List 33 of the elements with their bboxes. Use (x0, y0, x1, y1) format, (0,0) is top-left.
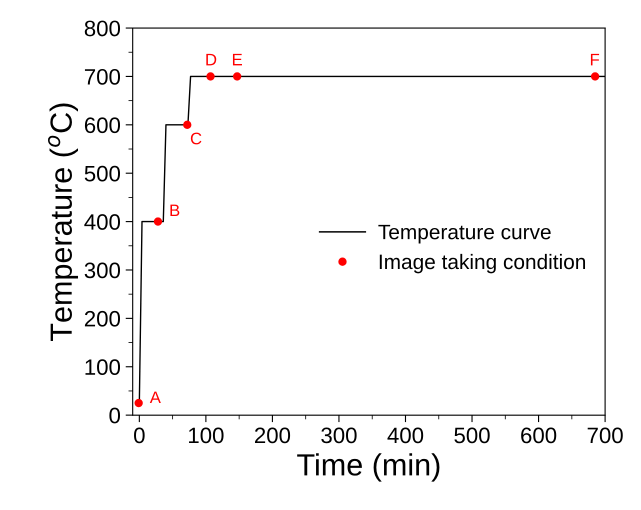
y-tick-label: 700 (84, 68, 120, 85)
x-tick-label: 100 (189, 428, 224, 444)
y-tick-label: 0 (109, 408, 120, 424)
y-tick-label: 800 (84, 20, 120, 36)
annotation: D (206, 54, 216, 66)
legend-label: Image taking condition (380, 254, 586, 274)
annotation: C (190, 132, 202, 144)
y-tick-label: 200 (84, 310, 120, 327)
x-tick-label: 200 (255, 428, 290, 444)
x-tick-label: 500 (454, 428, 490, 444)
x-tick-label: 0 (134, 428, 145, 444)
y-tick-label: 600 (84, 117, 120, 134)
annotation: F (590, 54, 600, 66)
point (206, 72, 215, 81)
annotation: E (232, 54, 242, 66)
x-axis-title: Time (min) (297, 453, 440, 482)
x-tick-label: 300 (321, 428, 357, 444)
y-tick-label: 100 (86, 359, 120, 376)
legend-label: Temperature curve (378, 224, 551, 244)
x-tick-label: 400 (387, 428, 424, 444)
annotation: A (150, 392, 161, 404)
y-tick-label: 300 (84, 262, 120, 278)
annotation: B (170, 204, 180, 216)
x-tick-label: 600 (521, 428, 556, 444)
x-tick-label: 700 (588, 428, 623, 444)
point (183, 120, 192, 129)
point (232, 72, 242, 81)
y-axis-title: Temperature ($^{o}$C) (48, 104, 78, 341)
y-tick-label: 400 (84, 214, 120, 230)
point (154, 217, 162, 226)
point (590, 72, 600, 81)
y-tick-label: 500 (84, 166, 120, 182)
point (134, 398, 143, 408)
